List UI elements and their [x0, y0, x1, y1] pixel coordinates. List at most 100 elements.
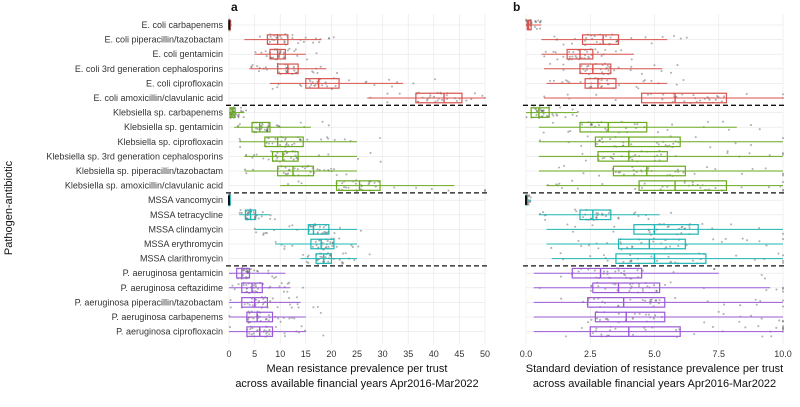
- jitter-point: [273, 218, 276, 221]
- jitter-point: [285, 142, 288, 145]
- jitter-point: [246, 302, 249, 305]
- jitter-point: [302, 253, 305, 256]
- jitter-point: [254, 283, 257, 286]
- jitter-point: [683, 181, 686, 184]
- jitter-point: [720, 240, 723, 244]
- jitter-point: [765, 244, 768, 247]
- jitter-point: [327, 137, 330, 140]
- jitter-point: [239, 145, 242, 149]
- jitter-point: [251, 304, 254, 307]
- jitter-point: [292, 158, 295, 161]
- jitter-point: [557, 166, 561, 169]
- jitter-point: [609, 138, 612, 141]
- jitter-point: [356, 157, 360, 160]
- jitter-point: [580, 64, 583, 68]
- jitter-point: [321, 84, 324, 87]
- jitter-point: [590, 318, 593, 321]
- jitter-point: [598, 139, 601, 142]
- jitter-point: [556, 114, 559, 117]
- jitter-point: [268, 40, 271, 43]
- jitter-point: [760, 317, 763, 320]
- jitter-point: [781, 320, 785, 323]
- jitter-point: [723, 303, 726, 306]
- jitter-point: [781, 93, 785, 96]
- box-row: [541, 48, 634, 61]
- jitter-point: [660, 153, 663, 156]
- jitter-point: [269, 214, 272, 217]
- jitter-point: [633, 123, 636, 126]
- jitter-point: [615, 40, 618, 43]
- jitter-point: [629, 298, 632, 301]
- box-row: [234, 120, 330, 134]
- jitter-point: [261, 123, 264, 126]
- jitter-point: [609, 36, 612, 39]
- jitter-point: [634, 187, 637, 191]
- jitter-point: [237, 113, 240, 116]
- jitter-point: [283, 332, 286, 335]
- jitter-point: [573, 208, 577, 211]
- jitter-point: [537, 19, 540, 22]
- jitter-point: [617, 217, 620, 220]
- jitter-point: [447, 189, 450, 192]
- jitter-point: [661, 35, 664, 39]
- jitter-point: [544, 218, 547, 221]
- jitter-point: [293, 142, 296, 145]
- category-label: E. coli amoxicillin/clavulanic acid: [93, 93, 223, 103]
- jitter-point: [587, 321, 590, 324]
- jitter-point: [260, 215, 263, 218]
- jitter-point: [617, 216, 620, 219]
- jitter-point: [552, 50, 555, 53]
- jitter-point: [293, 50, 296, 53]
- jitter-point: [716, 94, 719, 98]
- jitter-point: [744, 326, 747, 329]
- jitter-point: [571, 108, 574, 111]
- jitter-point: [275, 124, 278, 127]
- jitter-point: [683, 100, 686, 103]
- box-row: [227, 193, 232, 207]
- jitter-point: [390, 85, 394, 88]
- jitter-point: [596, 51, 599, 54]
- jitter-point: [685, 36, 688, 39]
- jitter-point: [327, 153, 330, 156]
- jitter-point: [600, 137, 604, 140]
- jitter-point: [672, 142, 675, 145]
- box: [571, 267, 643, 279]
- box: [530, 107, 550, 118]
- jitter-point: [275, 36, 278, 39]
- jitter-point: [539, 108, 542, 111]
- jitter-point: [256, 270, 260, 273]
- jitter-point: [267, 158, 270, 161]
- jitter-point: [589, 123, 592, 127]
- jitter-point: [565, 79, 568, 82]
- jitter-point: [280, 282, 283, 285]
- jitter-point: [283, 51, 286, 54]
- jitter-point: [473, 92, 476, 95]
- jitter-point: [587, 244, 590, 247]
- jitter-point: [334, 84, 337, 88]
- jitter-point: [781, 232, 785, 235]
- jitter-point: [297, 306, 300, 309]
- jitter-point: [529, 196, 532, 199]
- jitter-point: [706, 120, 709, 123]
- jitter-point: [306, 255, 309, 258]
- jitter-point: [295, 157, 298, 160]
- jitter-point: [246, 270, 249, 273]
- jitter-point: [245, 172, 248, 175]
- box-row: [254, 47, 318, 61]
- jitter-point: [612, 230, 615, 233]
- jitter-point: [544, 50, 547, 53]
- jitter-point: [539, 21, 542, 24]
- jitter-point: [781, 259, 785, 262]
- jitter-point: [266, 129, 269, 132]
- category-labels: E. coli carbapenems E. coli piperacillin/…: [46, 20, 223, 337]
- jitter-point: [317, 246, 320, 249]
- jitter-point: [483, 188, 487, 191]
- jitter-point: [610, 156, 613, 159]
- jitter-point: [558, 182, 561, 185]
- jitter-point: [342, 252, 345, 255]
- jitter-point: [676, 64, 679, 67]
- jitter-point: [245, 217, 248, 220]
- jitter-point: [284, 166, 287, 169]
- jitter-point: [271, 275, 274, 278]
- jitter-point: [738, 320, 741, 323]
